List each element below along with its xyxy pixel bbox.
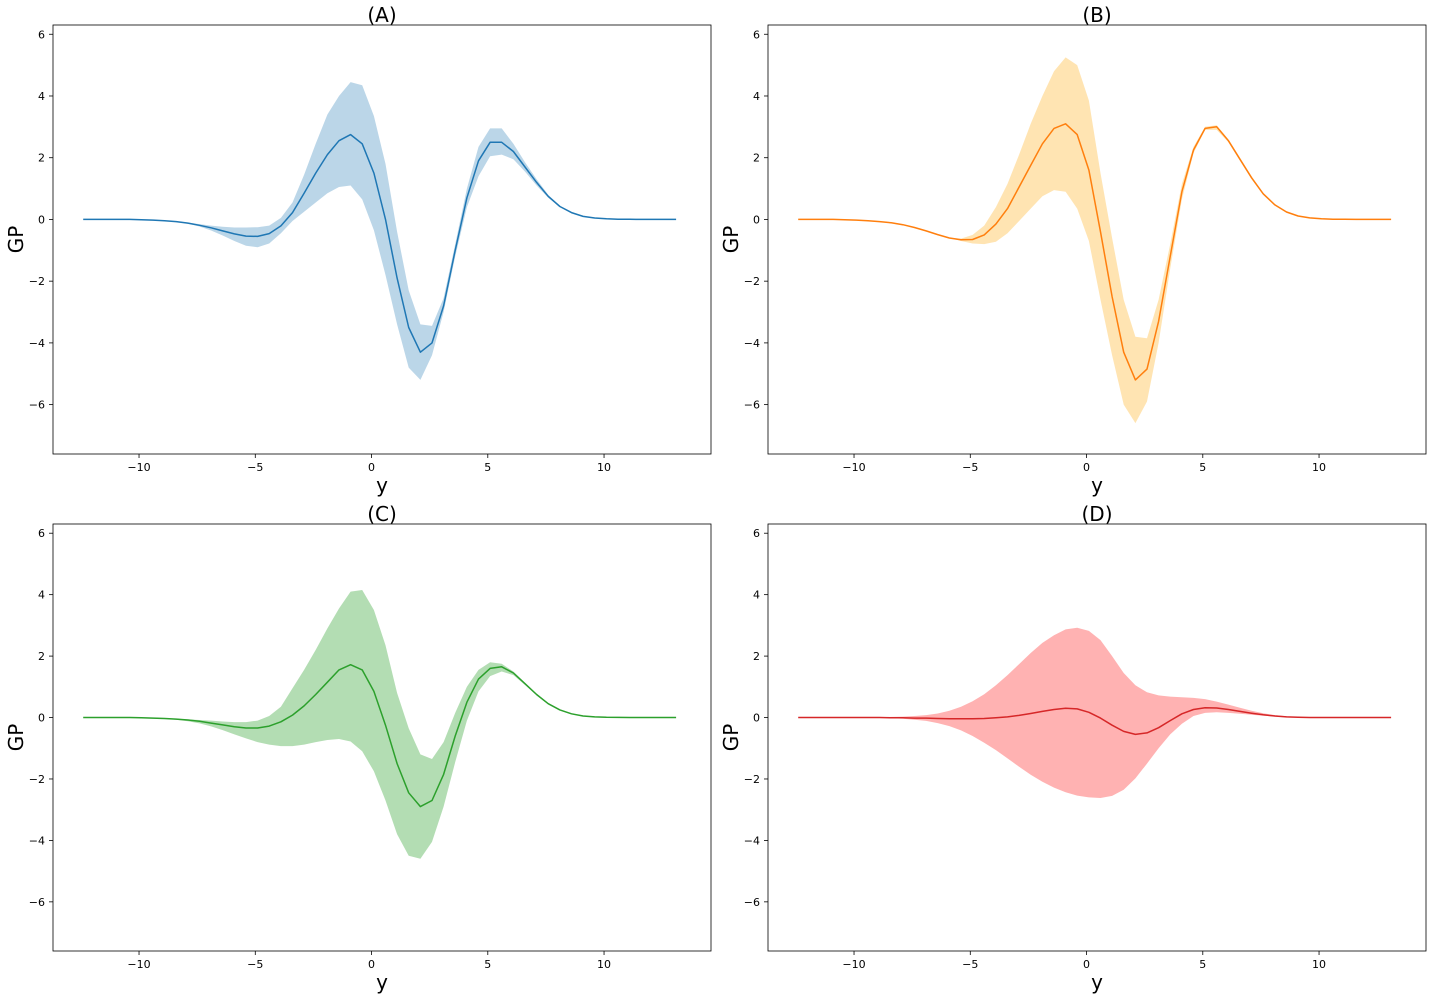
panel-d-x-tick-label: 0 xyxy=(1083,958,1090,971)
panel-b-x-tick-label: 5 xyxy=(1199,461,1206,474)
panel-d-mean-line xyxy=(798,706,1392,736)
panel-b-x-tick-label: 0 xyxy=(1083,461,1090,474)
panel-d-y-tick-label: 0 xyxy=(753,712,760,725)
panel-b-y-tick-label: 4 xyxy=(753,90,760,103)
panel-b-mean-line xyxy=(798,123,1392,381)
panel-d-x-tick-label: 10 xyxy=(1312,958,1326,971)
panel-c: −10 −5 0 5 10 −6 −4 −2 0 2 4 6 (C) y GP xyxy=(4,502,712,994)
panel-c-y-tick-label: 6 xyxy=(38,527,45,540)
panel-c-y-tick-label: 2 xyxy=(38,650,45,663)
panel-a-x-tick-label: 0 xyxy=(368,461,375,474)
panel-d-y-axis-label: GP xyxy=(719,724,743,752)
panel-b-x-tick-label: 10 xyxy=(1312,461,1326,474)
panel-a: −10 −5 0 5 10 −6 −4 −2 0 2 4 6 (A) y GP xyxy=(4,3,712,497)
panel-a-mean-line xyxy=(83,133,677,353)
panel-c-x-tick-label: −10 xyxy=(127,958,150,971)
panel-c-y-tick-label: −4 xyxy=(29,834,45,847)
panel-a-confidence-band xyxy=(83,82,677,380)
panel-d-y-tick-label: 4 xyxy=(753,589,760,602)
panel-b-y-tick-label: −2 xyxy=(744,275,760,288)
panel-d-y-tick-label: −2 xyxy=(744,773,760,786)
panel-b-confidence-band xyxy=(798,57,1392,424)
panel-a-y-tick-label: 4 xyxy=(38,90,45,103)
panel-a-x-tick-label: 5 xyxy=(484,461,491,474)
panel-a-x-axis-label: y xyxy=(376,473,388,497)
panel-c-y-tick-label: 0 xyxy=(38,712,45,725)
panel-c-x-tick-label: 5 xyxy=(484,958,491,971)
panel-b: −10 −5 0 5 10 −6 −4 −2 0 2 4 6 (B) y GP xyxy=(719,3,1427,497)
panel-b-y-tick-label: −6 xyxy=(744,399,760,412)
panel-c-mean-line xyxy=(83,663,677,808)
panel-c-x-axis-label: y xyxy=(376,970,388,994)
panel-c-y-axis-label: GP xyxy=(4,724,28,752)
panel-d-x-tick-label: 5 xyxy=(1199,958,1206,971)
panel-a-title: (A) xyxy=(367,3,396,27)
panel-d-x-tick-label: −5 xyxy=(962,958,978,971)
panel-b-y-tick-label: −4 xyxy=(744,337,760,350)
panel-b-y-tick-label: 6 xyxy=(753,28,760,41)
panel-a-y-axis-label: GP xyxy=(4,226,28,254)
panel-a-y-tick-label: 0 xyxy=(38,213,45,226)
panel-b-x-tick-label: −10 xyxy=(842,461,865,474)
panel-b-y-tick-label: 0 xyxy=(753,213,760,226)
panel-a-y-tick-label: 6 xyxy=(38,28,45,41)
panel-a-x-tick-label: −5 xyxy=(247,461,263,474)
panel-b-x-tick-label: −5 xyxy=(962,461,978,474)
panel-d-confidence-band xyxy=(798,627,1392,798)
panel-d-y-tick-label: 6 xyxy=(753,527,760,540)
panel-d-title: (D) xyxy=(1081,502,1112,526)
panel-d-axes-frame xyxy=(767,523,1427,952)
panel-c-axes-frame xyxy=(52,523,712,952)
panel-d-y-tick-label: −4 xyxy=(744,834,760,847)
panel-d-y-tick-label: −6 xyxy=(744,896,760,909)
panel-a-y-tick-label: −4 xyxy=(29,337,45,350)
panel-c-x-tick-label: 10 xyxy=(597,958,611,971)
panel-d: −10 −5 0 5 10 −6 −4 −2 0 2 4 6 (D) y GP xyxy=(719,502,1427,994)
panel-a-y-tick-label: 2 xyxy=(38,152,45,165)
panel-a-axes-frame xyxy=(52,24,712,455)
panel-d-y-tick-label: 2 xyxy=(753,650,760,663)
panel-b-y-tick-label: 2 xyxy=(753,152,760,165)
panel-c-y-tick-label: 4 xyxy=(38,589,45,602)
panel-a-x-tick-label: 10 xyxy=(597,461,611,474)
panel-b-title: (B) xyxy=(1082,3,1111,27)
panel-a-y-tick-label: −6 xyxy=(29,399,45,412)
panel-d-x-axis-label: y xyxy=(1091,970,1103,994)
panel-b-y-axis-label: GP xyxy=(719,226,743,254)
panel-b-axes-frame xyxy=(767,24,1427,455)
panel-c-x-tick-label: −5 xyxy=(247,958,263,971)
panel-c-title: (C) xyxy=(367,502,397,526)
panel-c-y-tick-label: −2 xyxy=(29,773,45,786)
panel-c-confidence-band xyxy=(83,590,677,859)
panel-d-x-tick-label: −10 xyxy=(842,958,865,971)
panel-b-x-axis-label: y xyxy=(1091,473,1103,497)
panel-c-x-tick-label: 0 xyxy=(368,958,375,971)
panel-a-x-tick-label: −10 xyxy=(127,461,150,474)
panel-c-y-tick-label: −6 xyxy=(29,896,45,909)
panel-a-y-tick-label: −2 xyxy=(29,275,45,288)
